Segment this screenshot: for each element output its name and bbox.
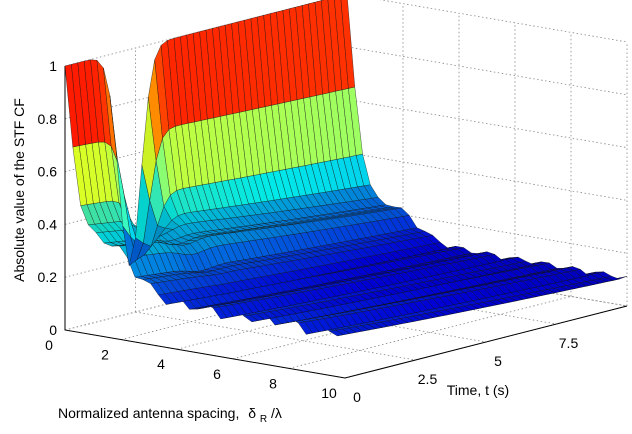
surface-plot <box>64 0 628 337</box>
x-tick-label: 6 <box>213 366 221 382</box>
x-tick-label: 4 <box>157 356 165 372</box>
x-axis-label: Normalized antenna spacing, δ R /λ <box>58 405 282 425</box>
grid-line-time-floor <box>135 311 416 361</box>
x-tick-label: 0 <box>45 337 53 353</box>
x-tick-label: 8 <box>269 375 277 391</box>
z-tick-label: 0.8 <box>38 111 58 127</box>
surface-patch <box>340 0 355 89</box>
grid-line-spacing-floor <box>64 257 348 331</box>
grid-line-time-floor <box>346 257 628 307</box>
grid-line-time-floor <box>276 275 557 325</box>
grid-line-spacing-floor <box>120 267 404 340</box>
grid-line-spacing-floor <box>288 296 572 369</box>
x-tick-label: 10 <box>321 385 337 401</box>
z-tick-label: 1 <box>49 58 57 74</box>
grid-line-spacing-floor <box>176 276 460 350</box>
y-tick-label: 0 <box>353 389 361 405</box>
y-tick-label: 7.5 <box>559 335 579 351</box>
z-tick-label: 0.6 <box>38 164 58 180</box>
grid-line-time-floor <box>205 293 487 343</box>
y-axis-label: Time, t (s) <box>447 382 509 398</box>
grid-line-z <box>64 0 628 67</box>
grid-line-spacing-floor <box>232 286 516 360</box>
x-axis-label-main: Normalized antenna spacing, <box>58 405 239 421</box>
z-axis-label: Absolute value of the STF CF <box>11 98 27 282</box>
z-tick-label: 0.4 <box>38 216 58 232</box>
x-tick-label: 2 <box>101 347 109 363</box>
z-tick-label: 0.2 <box>38 269 58 285</box>
z-tick-label: 0 <box>49 322 57 338</box>
x-axis-label-sub: R <box>260 414 267 425</box>
y-tick-label: 5 <box>494 353 502 369</box>
axis-box <box>64 66 628 379</box>
x-axis-label-tail: /λ <box>271 405 282 421</box>
y-tick-label: 2.5 <box>418 371 438 387</box>
x-axis-label-symbol: δ <box>248 405 256 421</box>
